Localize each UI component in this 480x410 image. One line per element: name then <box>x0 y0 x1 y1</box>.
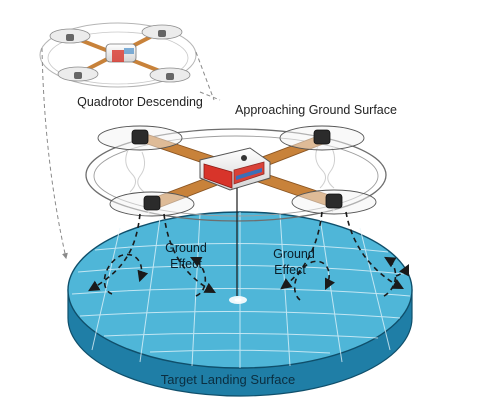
flow-arrow-right-edge <box>395 263 410 277</box>
ground-effect-flow <box>88 211 410 301</box>
quadrotor-outline-icon <box>39 22 197 88</box>
descent-path-lines <box>41 47 221 260</box>
quadrotor-body <box>199 147 271 191</box>
flow-arrow-left-outer <box>88 213 141 292</box>
landing-surface <box>67 211 413 397</box>
ground-effect-left-line2: Effect <box>170 257 202 271</box>
ground-effect-left-line1: Ground <box>165 241 207 255</box>
flow-arrow-left-inner <box>163 213 216 294</box>
motors <box>131 129 343 211</box>
ground-effect-right-line2: Effect <box>274 263 306 277</box>
flow-arrow-right-curl-b <box>383 256 397 297</box>
flow-arrow-right-curl <box>293 260 336 301</box>
quadrotor-icon <box>85 125 387 296</box>
approaching-label: Approaching Ground Surface <box>235 103 397 117</box>
descending-label: Quadrotor Descending <box>77 95 203 109</box>
flow-arrow-left-curl-b <box>189 256 207 297</box>
surface-label: Target Landing Surface <box>161 372 295 387</box>
flow-arrow-right-inner <box>280 211 323 290</box>
flow-arrow-left-curl <box>103 253 149 295</box>
landing-target-icon <box>229 296 247 304</box>
flow-arrow-right-outer <box>345 211 404 290</box>
ground-effect-right-line1: Ground <box>273 247 315 261</box>
surface-grid <box>71 212 411 368</box>
